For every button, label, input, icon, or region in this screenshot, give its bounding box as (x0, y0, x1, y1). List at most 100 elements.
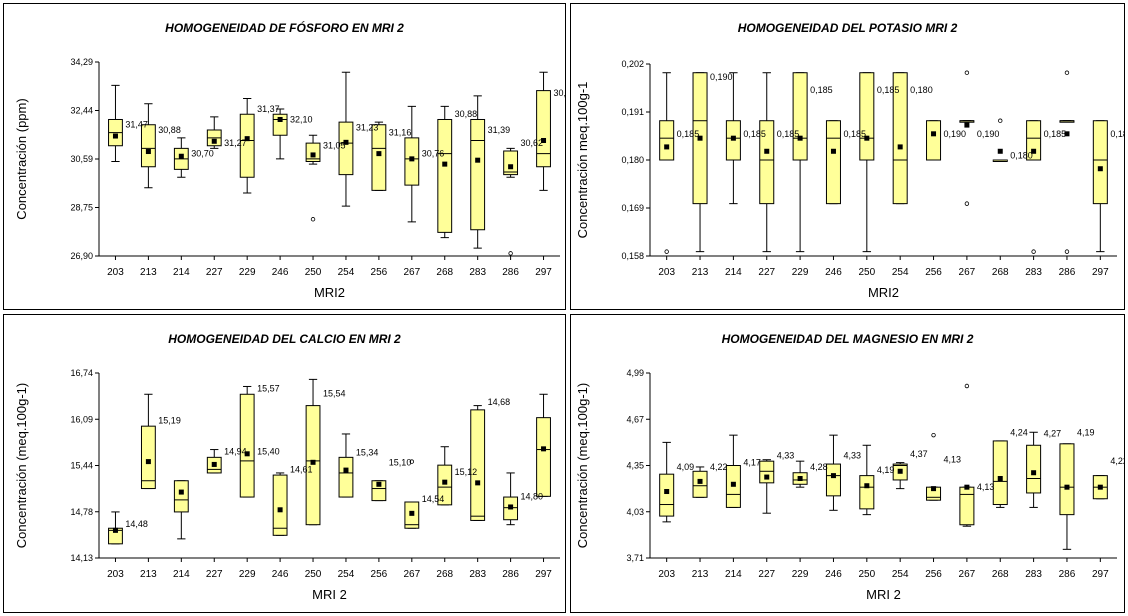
y-tick-label: 0,180 (621, 155, 644, 165)
mean-marker (1097, 166, 1103, 172)
x-tick-label: 229 (792, 569, 809, 580)
box-254 (892, 462, 908, 490)
data-label: 4,33 (843, 450, 861, 460)
box-iqr (659, 120, 675, 161)
box-iqr (371, 124, 387, 191)
box-254 (892, 72, 908, 205)
box-268 (437, 446, 453, 506)
mean-marker (244, 136, 250, 142)
outlier-point (964, 70, 970, 75)
mean-marker (508, 504, 514, 510)
data-label: 0,185 (877, 85, 900, 95)
x-tick-label: 297 (535, 569, 552, 580)
chart-title: HOMOGENEIDAD DEL CALCIO EN MRI 2 (168, 332, 401, 346)
mean-marker (343, 139, 349, 145)
y-axis-label: Concentración (ppm) (14, 98, 29, 219)
mean-marker (277, 507, 283, 513)
box-227 (206, 449, 222, 474)
data-label: 15,19 (158, 415, 181, 425)
x-tick-label: 229 (239, 267, 256, 278)
x-tick-label: 203 (107, 569, 124, 580)
y-tick-label: 32,44 (70, 106, 93, 116)
y-tick-label: 30,59 (70, 154, 93, 164)
mean-marker (797, 135, 803, 141)
mean-marker (830, 148, 836, 154)
box-iqr (992, 440, 1008, 506)
data-label: 30,76 (422, 149, 445, 159)
x-tick-label: 256 (925, 267, 942, 278)
box-iqr (1026, 444, 1042, 494)
x-tick-label: 213 (140, 267, 157, 278)
mean-marker (830, 473, 836, 479)
data-label: 30,88 (455, 109, 478, 119)
x-tick-label: 283 (469, 569, 486, 580)
x-tick-label: 297 (1092, 569, 1109, 580)
x-tick-label: 254 (892, 267, 909, 278)
data-label: 31,37 (257, 104, 280, 114)
box-iqr (272, 474, 288, 536)
data-label: 30,88 (158, 125, 181, 135)
mean-marker (409, 156, 415, 162)
box-268 (992, 118, 1008, 162)
x-axis-label: MRI2 (868, 285, 899, 300)
box-iqr (338, 121, 354, 176)
x-tick-label: 283 (469, 267, 486, 278)
mean-marker (475, 480, 481, 486)
box-283 (470, 405, 486, 521)
box-214 (725, 72, 741, 205)
x-tick-label: 256 (371, 569, 388, 580)
mean-marker (541, 137, 547, 143)
box-iqr (859, 72, 875, 161)
box-246 (825, 120, 841, 205)
x-axis-label: MRI2 (314, 285, 345, 300)
data-label: 4,27 (1044, 429, 1062, 439)
x-tick-label: 268 (436, 267, 453, 278)
box-iqr (536, 90, 551, 168)
x-tick-label: 227 (758, 569, 775, 580)
x-tick-label: 254 (338, 267, 355, 278)
mean-marker (730, 481, 736, 487)
box-256 (926, 432, 942, 501)
x-tick-label: 227 (206, 267, 223, 278)
data-label: 14,54 (422, 494, 445, 504)
data-label: 0,185 (743, 129, 766, 139)
chart-svg-magnesio: HOMOGENEIDAD DEL MAGNESIO EN MRI 2 3,71 4,… (575, 332, 1124, 602)
box-203 (108, 84, 123, 162)
chart-panel-calcio: HOMOGENEIDAD DEL CALCIO EN MRI 2 14,13 14,… (3, 314, 566, 613)
x-tick-label: 256 (371, 267, 388, 278)
data-label: 0,185 (777, 129, 800, 139)
mean-marker (310, 152, 316, 158)
x-tick-label: 286 (502, 569, 519, 580)
box-iqr (759, 120, 775, 205)
mean-marker (376, 151, 382, 157)
x-tick-label: 213 (692, 569, 709, 580)
box-229 (239, 97, 255, 194)
data-label: 30,70 (191, 149, 214, 159)
box-iqr (239, 113, 255, 178)
box-254 (338, 71, 354, 207)
box-286 (1059, 443, 1075, 550)
box-213 (140, 393, 156, 490)
data-label: 0,185 (1044, 129, 1067, 139)
box-iqr (536, 417, 551, 497)
box-iqr (239, 393, 255, 498)
data-label: 14,68 (488, 397, 511, 407)
data-label: 15,54 (323, 389, 346, 399)
chart-svg-fosforo: HOMOGENEIDAD DE FÓSFORO EN MRI 2 26,90 28,… (14, 20, 565, 300)
mean-marker (730, 135, 736, 141)
data-label: 4,17 (743, 458, 761, 468)
y-tick-label: 28,75 (70, 203, 93, 213)
mean-marker (409, 510, 415, 516)
box-iqr (404, 137, 420, 186)
box-iqr (759, 460, 775, 484)
mean-marker (997, 476, 1003, 482)
box-iqr (1092, 120, 1108, 205)
box-256 (926, 120, 942, 161)
box-246 (825, 434, 841, 511)
box-297 (1092, 120, 1108, 253)
data-label: 32,10 (290, 114, 313, 124)
x-tick-label: 297 (535, 267, 552, 278)
x-tick-label: 246 (825, 267, 842, 278)
box-268 (437, 105, 453, 239)
mean-marker (764, 474, 770, 480)
